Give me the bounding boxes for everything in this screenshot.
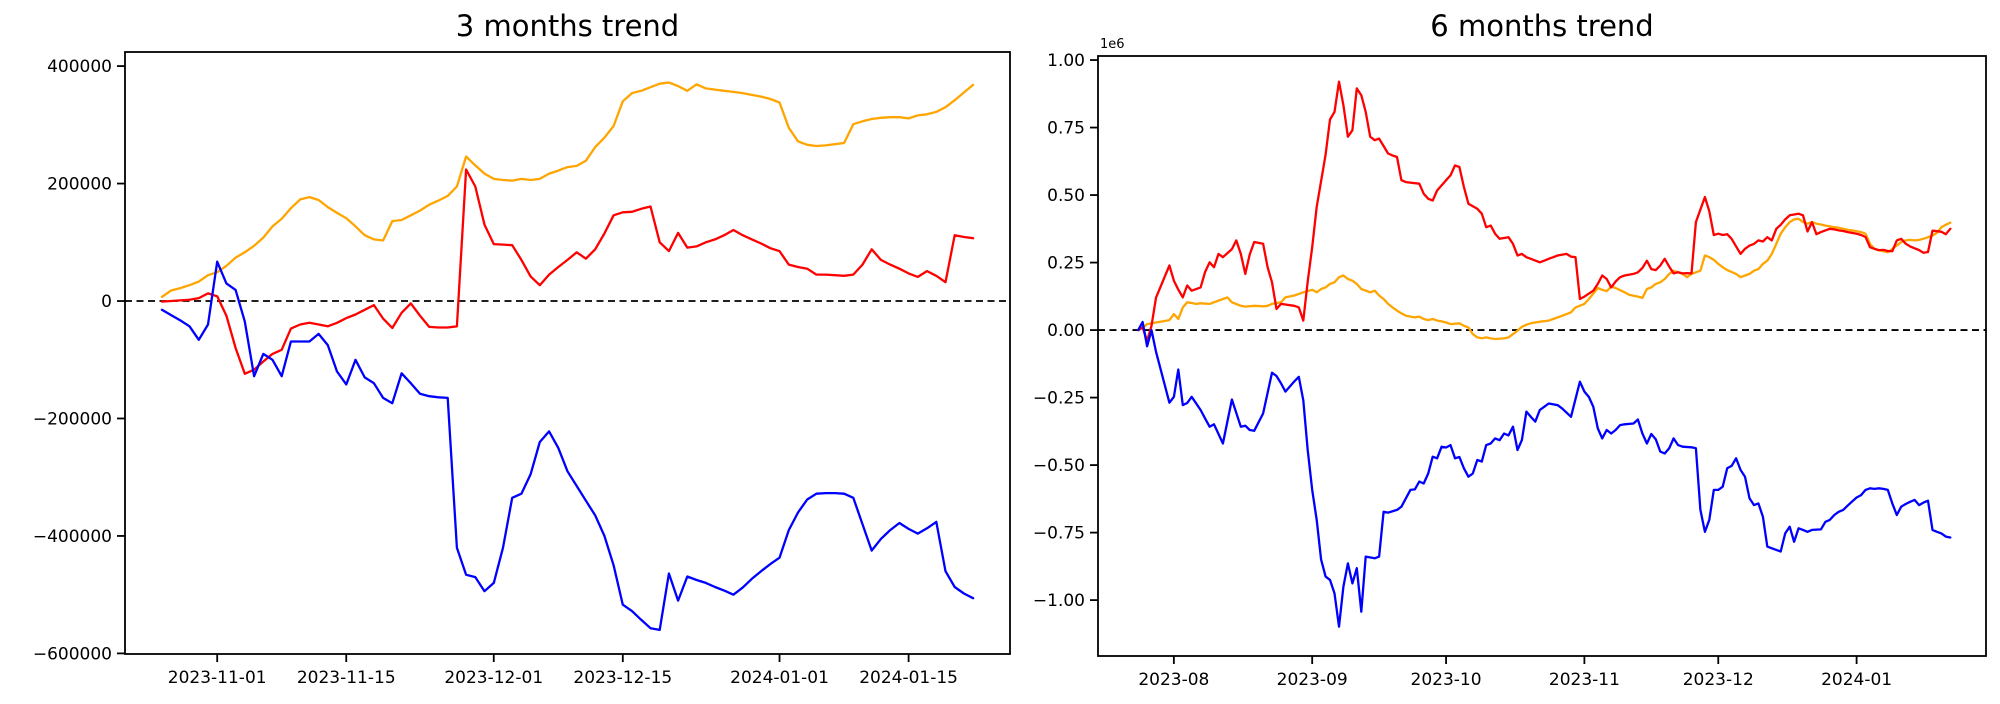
chart-6-months-axes: 1.00 0.75 0.50 0.25 0.00 −0.25 −0.50 −0.75 −1.00…: [1033, 37, 1987, 690]
x-tick-label: 2024-01-15: [859, 668, 958, 688]
plot-border: [124, 51, 1011, 655]
y-tick-label: −200000: [33, 409, 112, 429]
y-tick-label: −1.00: [1033, 591, 1085, 611]
y-tick-label: 0: [101, 292, 112, 312]
y-tick-label: 1.00: [1047, 51, 1085, 71]
x-tick-label: 2023-08: [1138, 670, 1209, 690]
x-tick-label: 2023-12-15: [573, 668, 672, 688]
chart-title-6-months: 6 months trend: [1430, 9, 1653, 43]
plot-border: [1097, 55, 1987, 657]
y-tick-label: −400000: [33, 527, 112, 547]
x-tick-label: 2023-11-01: [168, 668, 267, 688]
chart-3-months-trend: 3 months trend 400000 200000 0 −200000 −4000…: [33, 9, 1011, 688]
series-line-red: [1137, 80, 1952, 343]
y-tick-label: −0.75: [1033, 524, 1085, 544]
y-tick-label: −0.25: [1033, 389, 1085, 409]
x-tick-label: 2023-12-01: [444, 668, 543, 688]
y-tick-label: −0.50: [1033, 456, 1085, 476]
y-tick-label: 0.50: [1047, 186, 1085, 206]
y-tick-label: −600000: [33, 644, 112, 664]
chart-3-months-axes: 400000 200000 0 −200000 −400000 −600000 2023-1…: [33, 51, 1011, 688]
series-line-blue: [160, 260, 975, 632]
x-tick-label: 2023-09: [1277, 670, 1348, 690]
y-tick-label: 0.00: [1047, 321, 1085, 341]
series-line-blue: [1137, 320, 1952, 628]
y-tick-label: 0.75: [1047, 119, 1085, 139]
y-tick-label: 0.25: [1047, 254, 1085, 274]
chart-title-3-months: 3 months trend: [456, 9, 679, 43]
x-tick-label: 2023-11: [1549, 670, 1620, 690]
y-tick-label: 400000: [47, 57, 112, 77]
series-line-orange: [1137, 217, 1952, 341]
x-tick-label: 2023-10: [1411, 670, 1482, 690]
x-tick-label: 2024-01: [1821, 670, 1892, 690]
series-line-red: [160, 168, 975, 375]
x-tick-label: 2023-11-15: [297, 668, 396, 688]
series-line-orange: [160, 81, 975, 299]
x-tick-label: 2024-01-01: [730, 668, 829, 688]
y-tick-label: 200000: [47, 175, 112, 195]
chart-6-months-trend: 6 months trend 1.00 0.75 0.50 0.25 0.00 −0.25…: [1033, 9, 1987, 690]
y-axis-offset-label: 1e6: [1100, 37, 1125, 52]
x-tick-label: 2023-12: [1683, 670, 1754, 690]
